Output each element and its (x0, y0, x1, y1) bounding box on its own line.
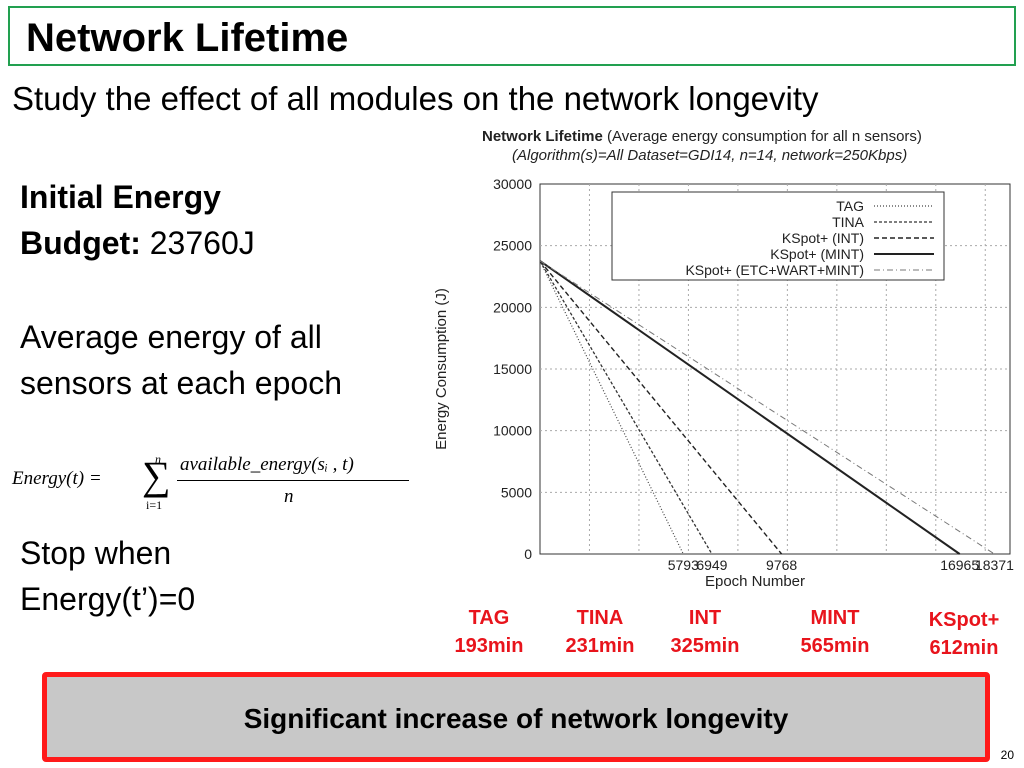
fraction-bar (177, 480, 409, 481)
y-tick-label: 5000 (501, 484, 532, 500)
stop-text-2: Energy(t’)=0 (20, 581, 196, 617)
y-tick-label: 15000 (493, 361, 532, 377)
y-tick-label: 25000 (493, 238, 532, 254)
network-lifetime-chart: Network Lifetime (Average energy consump… (420, 122, 1024, 598)
conclusion-banner: Significant increase of network longevit… (42, 672, 990, 762)
legend-label: KSpot+ (MINT) (770, 246, 864, 262)
chart-title-rest: (Average energy consumption for all n se… (607, 128, 922, 145)
lifetime-mint: MINT 565min (788, 604, 882, 660)
lifetime-name: TINA (576, 607, 624, 629)
average-energy-text: Average energy of all sensors at each ep… (20, 319, 342, 401)
lifetime-name: INT (688, 607, 722, 629)
slide-subtitle: Study the effect of all modules on the n… (12, 80, 819, 117)
lifetime-time: 612min (929, 637, 999, 659)
lifetime-tag: TAG 193min (444, 604, 534, 660)
energy-label-2: Budget: (20, 225, 141, 261)
y-tick-label: 20000 (493, 299, 532, 315)
initial-energy-block: Initial Energy Budget: 23760J (20, 174, 255, 266)
stop-condition-text: Stop when Energy(t’)=0 (20, 530, 320, 622)
series-line (539, 260, 995, 555)
lifetime-time: 231min (565, 635, 635, 657)
lifetime-labels: TAG 193min TINA 231min INT 325min MINT 5… (0, 604, 1024, 664)
series-line (539, 260, 961, 555)
formula-denominator: n (284, 486, 294, 507)
energy-formula: Energy(t) = n ∑ i=1 available_energy(sᵢ … (12, 452, 409, 516)
y-axis-label: Energy Consumption (J) (433, 288, 450, 450)
stop-text-1: Stop when (20, 535, 172, 571)
x-tick-label: 18371 (975, 557, 1014, 573)
legend-label: TINA (832, 214, 865, 230)
legend-label: KSpot+ (INT) (782, 230, 864, 246)
formula-lhs: Energy(t) = (12, 468, 102, 489)
x-tick-label: 6949 (696, 557, 727, 573)
legend-label: KSpot+ (ETC+WART+MINT) (685, 262, 864, 278)
lifetime-int: INT 325min (660, 604, 750, 660)
slide-title: Network Lifetime (26, 16, 349, 60)
y-tick-label: 10000 (493, 423, 532, 439)
series-line (539, 260, 783, 555)
x-tick-label: 16965 (940, 557, 979, 573)
lifetime-time: 565min (800, 635, 870, 657)
title-box: Network Lifetime (8, 6, 1016, 66)
lifetime-name: KSpot+ (928, 609, 1000, 631)
legend-box (611, 191, 945, 281)
chart-title: Network Lifetime (Average energy consump… (482, 128, 922, 145)
page-number: 20 (1000, 748, 1014, 762)
lifetime-name: MINT (810, 607, 860, 629)
formula-sum-upper: n (155, 452, 161, 466)
x-axis-label: Epoch Number (705, 573, 805, 590)
legend-label: TAG (836, 198, 864, 214)
energy-label-1: Initial Energy (20, 179, 221, 215)
formula-sum-lower: i=1 (146, 498, 163, 512)
chart-subtitle: (Algorithm(s)=All Dataset=GDI14, n=14, n… (512, 147, 908, 164)
banner-text: Significant increase of network longevit… (243, 703, 789, 734)
sigma-icon: ∑ (142, 453, 171, 498)
lifetime-kspot: KSpot+ 612min (914, 606, 1014, 662)
y-tick-label: 30000 (493, 176, 532, 192)
x-tick-label: 9768 (766, 557, 797, 573)
series-line (539, 260, 684, 555)
chart-title-bold: Network Lifetime (482, 128, 603, 145)
lifetime-tina: TINA 231min (555, 604, 645, 660)
x-tick-label: 5793 (668, 557, 699, 573)
formula-numerator: available_energy(sᵢ , t) (180, 454, 354, 475)
lifetime-name: TAG (468, 607, 510, 629)
series-line (539, 260, 713, 555)
lifetime-time: 193min (454, 635, 524, 657)
lifetime-time: 325min (670, 635, 740, 657)
energy-value: 23760J (149, 225, 255, 261)
y-tick-label: 0 (524, 546, 532, 562)
